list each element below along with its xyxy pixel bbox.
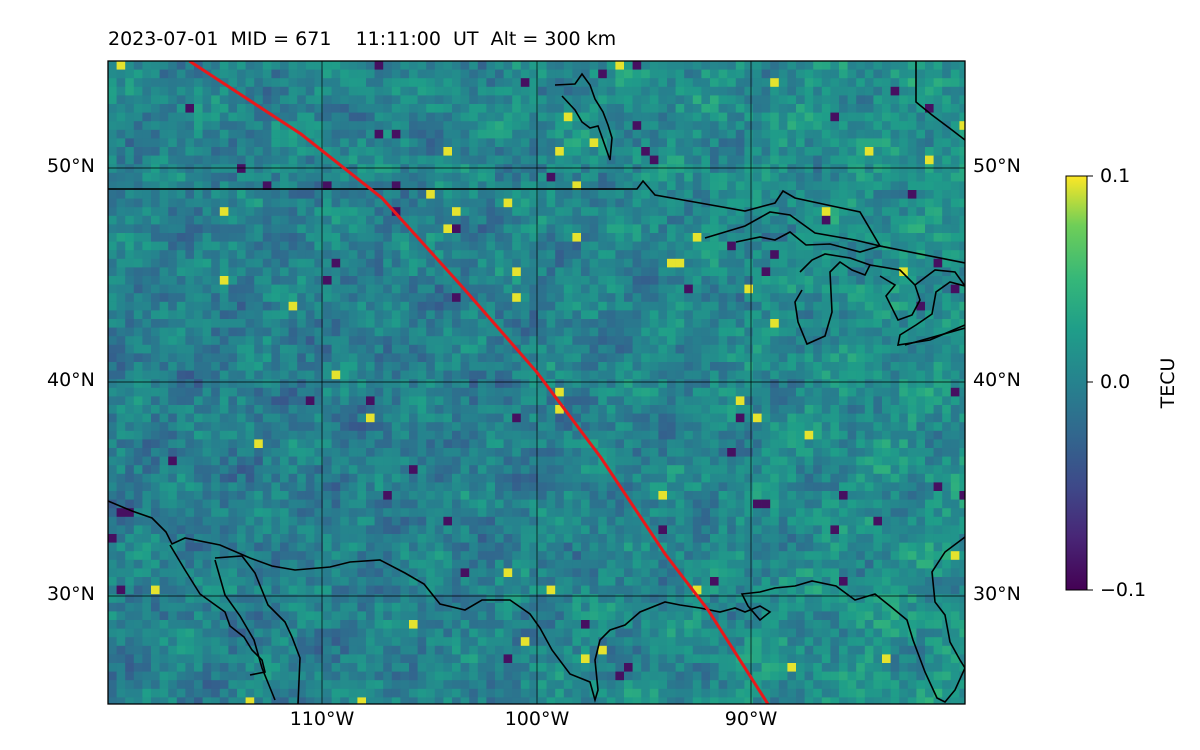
- lake-superior: [704, 211, 884, 253]
- colorbar-tick-max: 0.1: [1100, 165, 1131, 187]
- lat-label-left-30: 30°N: [47, 583, 95, 605]
- lake-michigan: [794, 253, 872, 346]
- coastlines: [108, 61, 965, 704]
- lon-label-90w: 90°W: [724, 708, 778, 730]
- isle-royale: [554, 72, 613, 161]
- gulf-coast: [108, 500, 965, 703]
- lat-label-right-50: 50°N: [973, 155, 1021, 177]
- upper-right-coast: [915, 61, 965, 141]
- colorbar: [1065, 175, 1088, 591]
- lat-label-right-40: 40°N: [973, 369, 1021, 391]
- lat-label-left-40: 40°N: [47, 369, 95, 391]
- gulf-of-california: [214, 555, 301, 704]
- map-frame: [107, 60, 966, 705]
- title-date: 2023-07-01: [108, 28, 219, 50]
- lon-label-110w: 110°W: [289, 708, 355, 730]
- lake-huron: [869, 264, 921, 321]
- colorbar-tick-min: −0.1: [1100, 579, 1147, 601]
- baja-inner: [214, 559, 276, 701]
- satellite-track: [188, 61, 770, 704]
- colorbar-ticks: [1087, 175, 1093, 591]
- great-lakes-east-2: [904, 327, 965, 346]
- lat-label-right-30: 30°N: [973, 583, 1021, 605]
- lon-label-100w: 100°W: [504, 708, 570, 730]
- gridlines: [108, 61, 965, 704]
- title-mid: MID = 671: [230, 28, 332, 50]
- colorbar-tick-zero: 0.0: [1100, 371, 1131, 393]
- florida-coast: [931, 536, 965, 669]
- tec-field: [108, 61, 965, 704]
- lat-label-left-50: 50°N: [47, 155, 95, 177]
- us-canada-border: [108, 179, 965, 264]
- figure-title: 2023-07-01 MID = 671 11:11:00 UT Alt = 3…: [108, 28, 616, 50]
- great-lakes-east: [896, 269, 965, 346]
- title-time: 11:11:00 UT: [355, 28, 479, 50]
- baja-coast: [169, 544, 266, 676]
- colorbar-label: TECU: [1157, 357, 1179, 409]
- title-altitude: Alt = 300 km: [490, 28, 617, 50]
